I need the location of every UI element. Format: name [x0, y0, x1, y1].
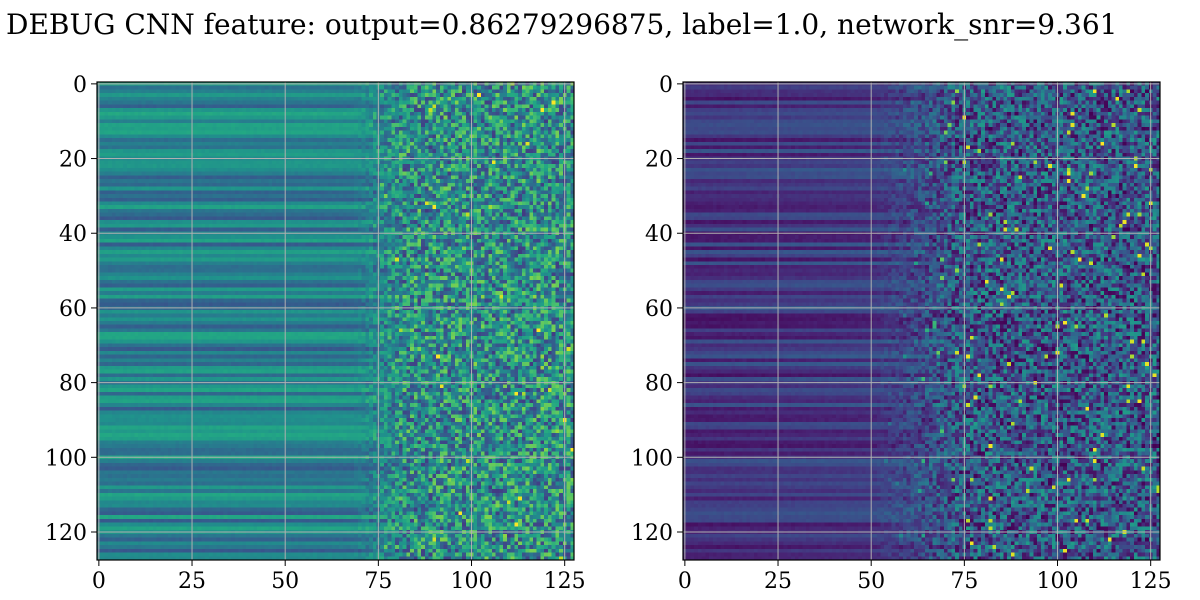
- x-tick-label-75: 75: [950, 569, 978, 594]
- y-tick-label-60: 60: [59, 297, 87, 322]
- y-tick-label-20: 20: [645, 148, 673, 173]
- y-tick-label-80: 80: [59, 372, 87, 397]
- x-tick-label-50: 50: [857, 569, 885, 594]
- axes-frame: [96, 81, 575, 561]
- x-tick-label-100: 100: [1037, 569, 1079, 594]
- heatmap-panel-right: 0 25 50 75 100 125 0 20 40 60 80 100 120: [631, 73, 1172, 594]
- heatmap-axes-right: 0 25 50 75 100 125 0 20 40 60 80 100 120: [631, 73, 1172, 594]
- heatmap-image-right: [683, 82, 1160, 560]
- heatmap-panel-left: 0 25 50 75 100 125 0 20 40 60 80 100 120: [45, 73, 586, 594]
- figure-title: DEBUG CNN feature: output=0.86279296875,…: [6, 8, 1118, 41]
- x-tick-label-25: 25: [764, 569, 792, 594]
- y-tick-label-20: 20: [59, 148, 87, 173]
- x-tick-label-75: 75: [364, 569, 392, 594]
- y-tick-label-0: 0: [73, 73, 87, 98]
- x-tick-label-25: 25: [178, 569, 206, 594]
- y-tick-label-40: 40: [645, 222, 673, 247]
- y-tick-label-100: 100: [631, 446, 673, 471]
- x-tick-label-125: 125: [544, 569, 586, 594]
- x-tick-label-0: 0: [92, 569, 106, 594]
- axes-frame: [682, 81, 1161, 561]
- x-tick-label-125: 125: [1130, 569, 1172, 594]
- y-tick-label-120: 120: [631, 521, 673, 546]
- heatmap-axes-left: 0 25 50 75 100 125 0 20 40 60 80 100 120: [45, 73, 586, 594]
- y-tick-label-60: 60: [645, 297, 673, 322]
- y-tick-label-100: 100: [45, 446, 87, 471]
- y-tick-label-0: 0: [659, 73, 673, 98]
- x-tick-label-0: 0: [678, 569, 692, 594]
- heatmap-image-left: [97, 82, 574, 560]
- y-tick-label-120: 120: [45, 521, 87, 546]
- y-tick-label-80: 80: [645, 372, 673, 397]
- y-tick-label-40: 40: [59, 222, 87, 247]
- x-tick-label-50: 50: [271, 569, 299, 594]
- x-tick-label-100: 100: [451, 569, 493, 594]
